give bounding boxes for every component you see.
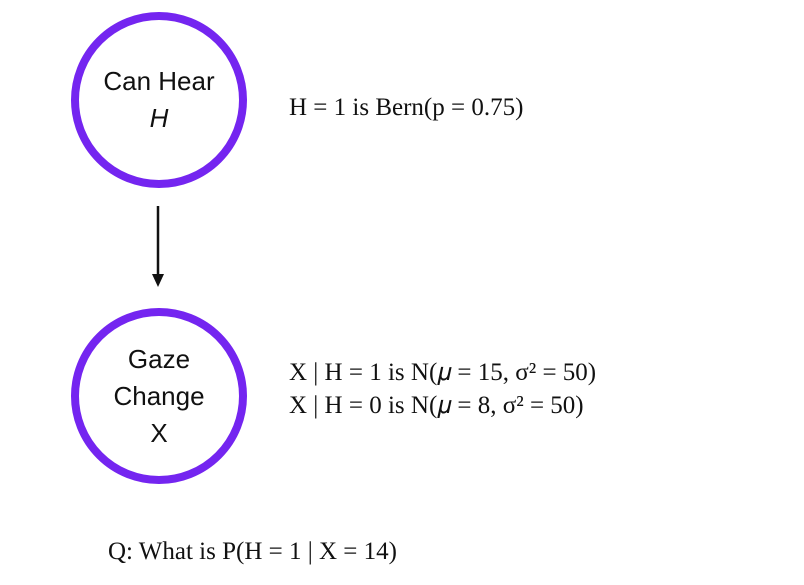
node-can-hear-label: Can Hear (103, 66, 215, 96)
edge-h-to-x-arrow (152, 206, 164, 287)
equation-x-given-h0: X | H = 0 is N(𝜇 = 8, σ² = 50) (289, 392, 584, 419)
node-gaze-change: Gaze Change X (71, 308, 247, 484)
equation-h-prior: H = 1 is Bern(p = 0.75) (289, 94, 524, 121)
node-gaze-change-label-line2: Change (113, 380, 205, 411)
equation-x-given-h1: X | H = 1 is N(𝜇 = 15, σ² = 50) (289, 359, 597, 386)
node-gaze-change-label-line1: Gaze (127, 343, 191, 374)
node-can-hear: Can Hear H (71, 12, 247, 188)
question-text: Q: What is P(H = 1 | X = 14) (108, 538, 397, 565)
node-gaze-change-symbol: X (150, 417, 168, 448)
node-can-hear-symbol: H (149, 103, 169, 133)
arrowhead-icon (152, 274, 164, 287)
